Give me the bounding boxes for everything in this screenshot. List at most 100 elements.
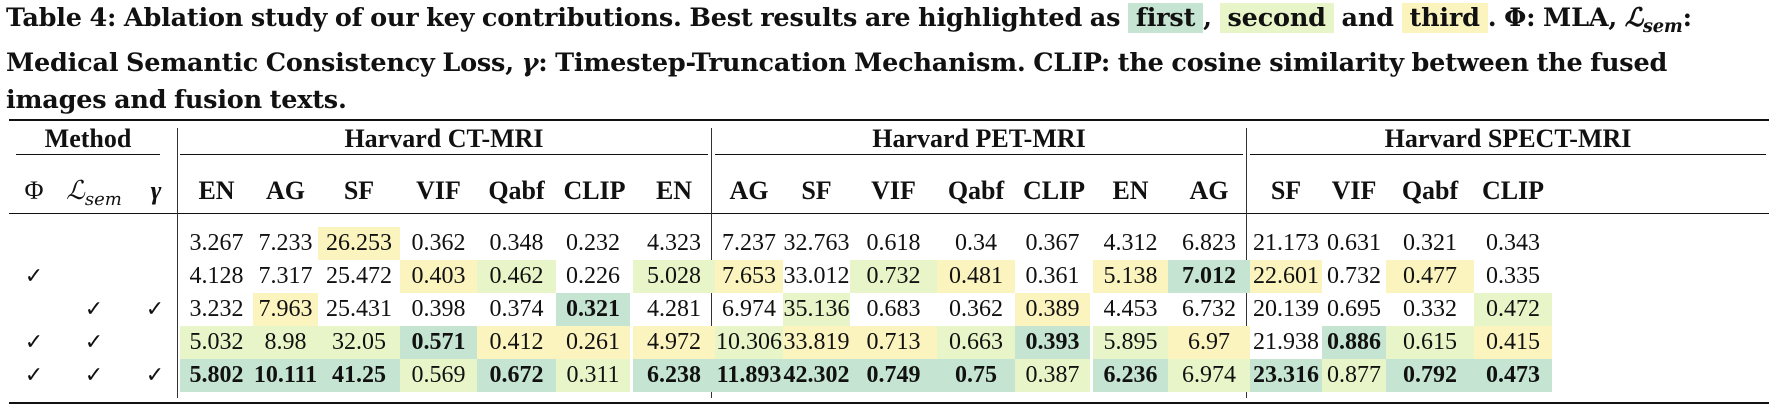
table-cell: 5.895: [1093, 326, 1168, 359]
table-cell: 0.361: [1025, 263, 1080, 289]
table-cell: 11.893: [715, 359, 783, 392]
table-cell: 0.415: [1474, 326, 1552, 359]
divider-method: [177, 128, 178, 398]
table-cell: 0.387: [1015, 359, 1090, 392]
table-cell: 0.732: [850, 260, 937, 293]
legend-third: third: [1401, 3, 1488, 33]
table-cell: 32.763: [783, 230, 850, 256]
table-cell: 0.403: [400, 260, 477, 293]
table-cell: 42.302: [783, 359, 850, 392]
table-header-rule: [9, 213, 1769, 214]
header-metric: EN: [1112, 176, 1149, 205]
table-cell: 6.97: [1168, 326, 1250, 359]
header-metric: SF: [1270, 176, 1302, 205]
lsem-base: ℒ: [1624, 3, 1643, 33]
table-cell: 0.481: [937, 260, 1015, 293]
header-metric: CLIP: [1481, 176, 1545, 205]
table-cell: 32.05: [318, 326, 400, 359]
table-cell: 0.261: [556, 326, 630, 359]
table-cell: 7.653: [715, 260, 783, 293]
lsem-symbol: ℒsem: [1624, 3, 1683, 37]
check-mark-icon: ✓: [84, 363, 104, 388]
table-cell: 4.281: [647, 296, 701, 322]
pet-group-rule: [715, 154, 1243, 155]
check-mark-icon: ✓: [24, 363, 44, 388]
header-metric: Qabf: [1401, 176, 1459, 205]
table-cell: 7.012: [1168, 260, 1250, 293]
table-cell: 5.028: [633, 260, 715, 293]
table-cell: 4.128: [189, 263, 244, 289]
header-pet-mri: Harvard PET-MRI: [872, 124, 1086, 153]
table-cell: 5.138: [1093, 260, 1168, 293]
table-cell: 0.732: [1327, 263, 1381, 289]
table-cell: 26.253: [318, 227, 400, 260]
header-metric: AG: [729, 176, 769, 205]
table-cell: 0.473: [1474, 359, 1552, 392]
table-cell: 0.393: [1015, 326, 1090, 359]
legend-second: second: [1219, 3, 1334, 33]
table-cell: 7.317: [258, 263, 313, 289]
table-cell: 35.136: [783, 293, 850, 326]
header-metric: VIF: [1331, 176, 1377, 205]
table-cell: 0.683: [866, 296, 921, 322]
table-cell: 33.819: [783, 326, 850, 359]
table-cell: 0.462: [477, 260, 556, 293]
table-cell: 0.232: [566, 230, 620, 256]
table-cell: 0.343: [1486, 230, 1540, 256]
table-cell: 0.321: [1403, 230, 1457, 256]
table-cell: 6.732: [1182, 296, 1236, 322]
table-cell: 0.34: [955, 230, 997, 256]
table-cell: 3.232: [189, 296, 244, 322]
header-metric: Qabf: [488, 176, 545, 205]
header-metric: AG: [1189, 176, 1229, 205]
table-cell: 7.963: [253, 293, 318, 326]
header-metric: EN: [198, 176, 235, 205]
header-metric: CLIP: [1022, 176, 1086, 205]
header-metric: SF: [801, 176, 832, 205]
table-cell: 0.472: [1474, 293, 1552, 326]
header-phi: Φ: [24, 176, 44, 205]
header-spect-mri: Harvard SPECT-MRI: [1384, 124, 1632, 153]
table-cell: 5.032: [180, 326, 253, 359]
header-metric: VIF: [871, 176, 916, 205]
table-cell: 0.695: [1327, 296, 1381, 322]
table-cell: 0.348: [489, 230, 544, 256]
header-lsem-base: ℒ: [66, 176, 85, 206]
check-mark-icon: [54, 260, 134, 293]
table-cell: 25.472: [326, 263, 392, 289]
table-cell: 22.601: [1250, 260, 1322, 293]
header-lsem-sub: sem: [84, 189, 122, 211]
table-cell: 25.431: [326, 296, 392, 322]
method-group-rule: [16, 154, 160, 155]
table-cell: 0.398: [411, 296, 466, 322]
header-ct-mri: Harvard CT-MRI: [344, 124, 544, 153]
table-caption: Table 4: Ablation study of our key contr…: [6, 0, 1772, 119]
check-mark-icon: ✓: [84, 330, 104, 355]
check-mark-icon: ✓: [145, 363, 165, 388]
table-cell: 41.25: [318, 359, 400, 392]
table-cell: 23.316: [1250, 359, 1322, 392]
check-mark-icon: ✓: [24, 330, 44, 355]
table-cell: 0.374: [489, 296, 544, 322]
spect-group-rule: [1250, 154, 1766, 155]
lsem-sub: sem: [1642, 16, 1683, 38]
table-cell: 0.367: [1025, 230, 1080, 256]
table-cell: 6.974: [722, 296, 776, 322]
caption-gamma-def: : Timestep-Truncation Mechanism. CLIP: t…: [6, 48, 1668, 116]
table-cell: 3.267: [189, 230, 244, 256]
table-cell: 4.323: [647, 230, 701, 256]
table-cell: 0.389: [1015, 293, 1090, 326]
check-mark-icon: [14, 227, 54, 260]
table-cell: 6.974: [1168, 359, 1250, 392]
table-cell: 0.663: [937, 326, 1015, 359]
caption-comma: ,: [1203, 3, 1212, 33]
check-mark-icon: ✓: [24, 264, 44, 289]
table-cell: 33.012: [783, 263, 850, 289]
table-cell: 21.938: [1253, 329, 1319, 355]
table-cell: 0.615: [1386, 326, 1474, 359]
table-cell: 0.477: [1386, 260, 1474, 293]
table-cell: 0.75: [937, 359, 1015, 392]
header-gamma: γ: [150, 176, 162, 205]
table-cell: 0.749: [850, 359, 937, 392]
table-cell: 0.226: [566, 263, 620, 289]
